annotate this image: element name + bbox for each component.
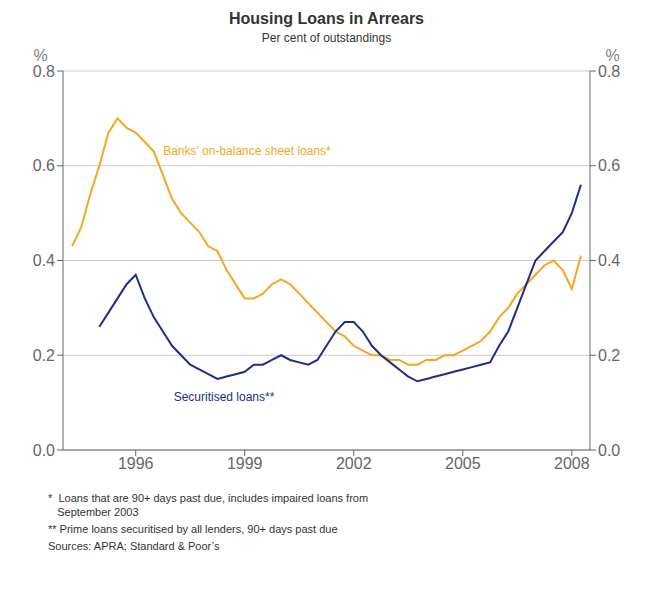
html-text:* Loans that are 90+ days past: * Loans that are 90+ days past due, incl… [48,492,369,518]
html-text:** Prime loans securitised by: ** Prime loans securitised by all lender… [48,523,338,535]
svg-text:0.0: 0.0 [598,442,620,459]
html-text:Sources: APRA; Standard & Poor: Sources: APRA; Standard & Poor’s [48,540,220,552]
svg-text:0.2: 0.2 [33,347,55,364]
svg-text:0.8: 0.8 [598,63,620,80]
svg-text:2002: 2002 [336,455,372,472]
svg-text:%: % [33,47,47,64]
svg-text:0.6: 0.6 [33,157,55,174]
svg-text:0.8: 0.8 [33,63,55,80]
html-text:Housing Loans in Arrears: Housing Loans in Arrears [229,10,424,27]
svg-text:2005: 2005 [445,455,481,472]
svg-text:2008: 2008 [554,455,590,472]
html-text:Per cent of outstandings: Per cent of outstandings [261,31,392,45]
svg-text:Securitised loans**: Securitised loans** [174,390,275,404]
svg-text:0.4: 0.4 [33,252,55,269]
svg-text:0.6: 0.6 [598,157,620,174]
svg-text:Banks’ on-balance sheet loans*: Banks’ on-balance sheet loans* [163,144,331,158]
svg-text:%: % [605,47,619,64]
svg-text:0.0: 0.0 [33,442,55,459]
svg-text:1999: 1999 [227,455,263,472]
svg-text:0.2: 0.2 [598,347,620,364]
svg-text:1996: 1996 [118,455,154,472]
svg-text:0.4: 0.4 [598,252,620,269]
